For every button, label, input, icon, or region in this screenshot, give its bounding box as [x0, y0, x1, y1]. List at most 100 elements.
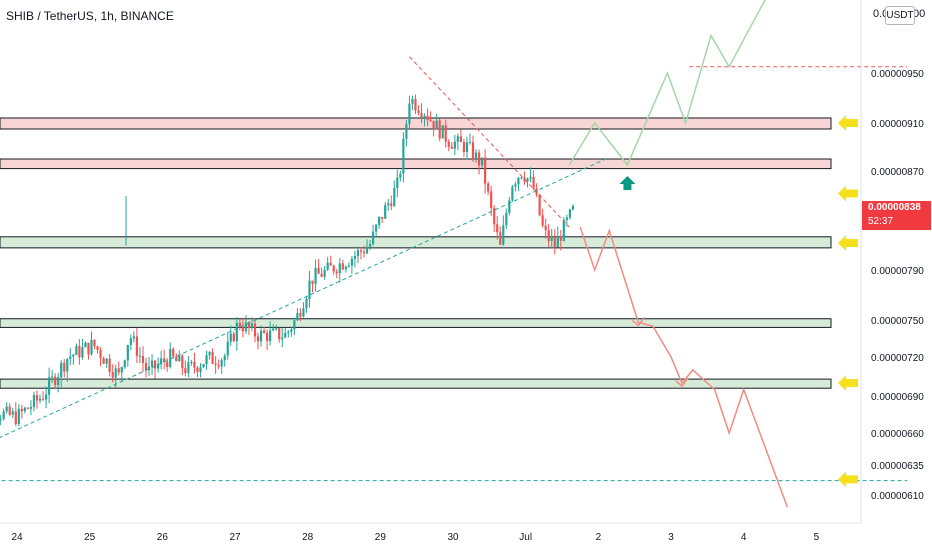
candle-body-196: [565, 217, 568, 220]
price-tick-8: 0.00000660: [871, 429, 924, 440]
candle-body-72: [190, 361, 193, 363]
candle-body-40: [93, 339, 96, 347]
candle-body-106: [293, 320, 296, 330]
candle-body-93: [253, 323, 257, 337]
candle-body-78: [208, 352, 211, 356]
candle-body-23: [41, 398, 45, 400]
current-price-value: 0.00000838: [868, 202, 921, 213]
candle-body-166: [474, 152, 478, 160]
candle-body-141: [399, 173, 402, 178]
candle-body-188: [541, 215, 544, 226]
candle-body-187: [538, 194, 541, 216]
time-tick-9: 3: [668, 532, 674, 543]
candle-body-178: [511, 186, 514, 201]
candle-body-71: [187, 362, 190, 374]
price-axis[interactable]: 0.0 00 0.00000950 0.00000910 0.00000870 0.0…: [860, 0, 925, 523]
candle-body-115: [320, 273, 323, 277]
candle-body-194: [559, 236, 562, 241]
candle-body-165: [471, 142, 475, 160]
candle-body-104: [287, 331, 290, 333]
candle-body-185: [532, 176, 535, 189]
candle-body-99: [272, 328, 275, 331]
candle-body-122: [341, 263, 344, 270]
candle-body-117: [326, 262, 329, 270]
candle-body-134: [378, 216, 381, 225]
bar-countdown: 52:37: [868, 216, 894, 227]
candle-body-127: [356, 250, 360, 256]
candle-body-36: [81, 347, 84, 358]
time-tick-2: 26: [157, 532, 169, 543]
projection-down-arrowhead-0: [631, 317, 645, 327]
candle-body-83: [223, 355, 226, 361]
marker-arrow-icon-3: [838, 375, 858, 391]
candle-body-146: [414, 99, 417, 111]
candle-body-54: [135, 336, 139, 357]
candle-body-17: [23, 407, 26, 412]
candle-body-61: [157, 364, 160, 369]
candle-body-129: [362, 251, 366, 254]
candle-body-163: [465, 142, 469, 153]
candle-body-167: [477, 152, 481, 166]
candle-body-65: [169, 348, 172, 367]
candle-body-152: [432, 120, 435, 130]
candle-body-30: [63, 362, 66, 372]
candle-body-133: [375, 224, 378, 232]
candle-body-190: [547, 230, 550, 242]
candle-body-137: [387, 203, 390, 206]
candle-body-195: [562, 219, 565, 241]
candle-body-50: [123, 360, 126, 368]
candle-body-20: [32, 395, 36, 407]
resistance-zone-1: [0, 158, 832, 170]
time-tick-8: 2: [596, 532, 602, 543]
candle-body-102: [281, 337, 284, 340]
candle-body-28: [57, 377, 60, 386]
candle-body-60: [153, 360, 157, 369]
trendline-bull-1: [0, 158, 606, 438]
projection-up-path: [568, 0, 766, 167]
candle-body-158: [450, 146, 453, 149]
candle-body-51: [126, 344, 129, 361]
candle-body-174: [499, 232, 502, 245]
top-price-label-partial: 0.0: [873, 8, 888, 20]
candle-body-47: [114, 368, 117, 378]
candle-body-43: [102, 358, 105, 364]
candle-body-32: [69, 356, 72, 360]
candle-body-125: [350, 258, 353, 266]
candle-body-31: [66, 359, 69, 372]
candle-body-45: [108, 358, 111, 373]
candle-body-153: [435, 120, 438, 130]
candle-body-183: [526, 178, 529, 182]
price-tick-4: 0.00000790: [871, 266, 924, 277]
time-axis[interactable]: 24 25 26 27 28 29 30 Jul 2 3 4 5: [0, 522, 861, 543]
candle-body-139: [393, 188, 396, 206]
candle-body-46: [111, 372, 114, 378]
candle-body-148: [420, 112, 423, 118]
candle-body-82: [220, 360, 223, 367]
candle-body-74: [196, 367, 199, 373]
candle-body-79: [211, 352, 214, 364]
candle-body-180: [517, 177, 520, 185]
candle-body-12: [8, 406, 11, 415]
candle-body-24: [44, 394, 48, 400]
marker-arrow-icon-2: [838, 234, 858, 251]
candle-body-138: [390, 203, 393, 206]
time-tick-10: 4: [741, 532, 747, 543]
candle-body-18: [26, 407, 30, 409]
trendline-bear-0: [409, 56, 570, 228]
candle-body-75: [199, 367, 202, 373]
candle-body-35: [78, 346, 81, 358]
time-tick-0: 24: [11, 532, 23, 543]
candle-body-114: [317, 267, 320, 274]
currency-badge[interactable]: USDT: [885, 6, 915, 25]
candle-body-170: [487, 183, 490, 192]
candle-body-149: [423, 115, 426, 118]
up-arrow-icon: [619, 176, 636, 190]
candle-body-108: [299, 313, 302, 317]
price-tick-10: 0.00000610: [871, 491, 924, 502]
candle-body-112: [311, 280, 314, 284]
candle-body-49: [120, 367, 123, 373]
candle-body-140: [396, 177, 399, 189]
candle-body-58: [147, 366, 151, 371]
candle-body-168: [480, 157, 484, 166]
